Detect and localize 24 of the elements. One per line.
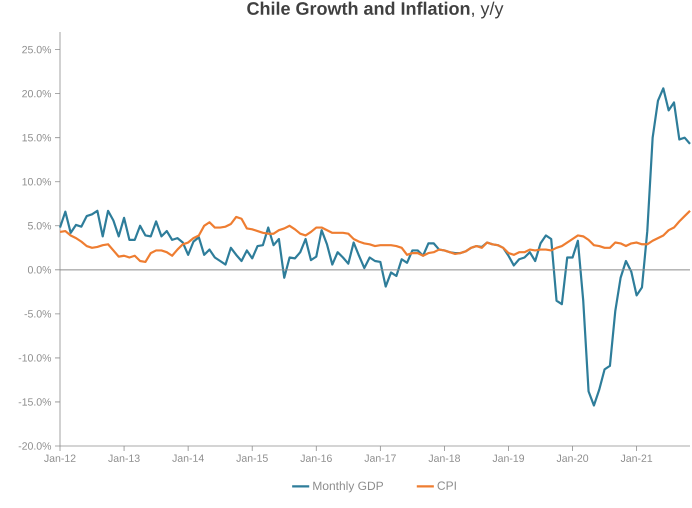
x-tick-label: Jan-12 xyxy=(44,454,76,462)
x-tick-label: Jan-17 xyxy=(364,454,396,462)
y-tick-label: 15.0% xyxy=(22,134,52,142)
y-tick-label: 20.0% xyxy=(22,90,52,98)
y-tick-label: -15.0% xyxy=(18,398,52,406)
y-tick-label: 0.0% xyxy=(28,266,52,274)
x-tick-label: Jan-16 xyxy=(300,454,332,462)
x-tick-label: Jan-19 xyxy=(492,454,524,462)
x-tick-label: Jan-13 xyxy=(108,454,140,462)
y-tick-label: 5.0% xyxy=(28,222,52,230)
x-tick-label: Jan-20 xyxy=(556,454,588,462)
x-tick-label: Jan-14 xyxy=(172,454,204,462)
y-tick-label: 10.0% xyxy=(22,178,52,186)
x-tick-label: Jan-18 xyxy=(428,454,460,462)
line-series xyxy=(58,87,692,407)
legend-label: Monthly GDP xyxy=(313,481,384,492)
y-tick-label: 25.0% xyxy=(22,46,52,54)
chart-title: Chile Growth and Inflation, y/y xyxy=(247,2,504,18)
y-tick-label: -20.0% xyxy=(18,442,52,450)
y-tick-label: -5.0% xyxy=(24,310,52,318)
x-tick-label: Jan-21 xyxy=(620,454,652,462)
y-tick-label: -10.0% xyxy=(18,354,52,362)
x-tick-label: Jan-15 xyxy=(236,454,268,462)
legend-label: CPI xyxy=(438,481,456,490)
